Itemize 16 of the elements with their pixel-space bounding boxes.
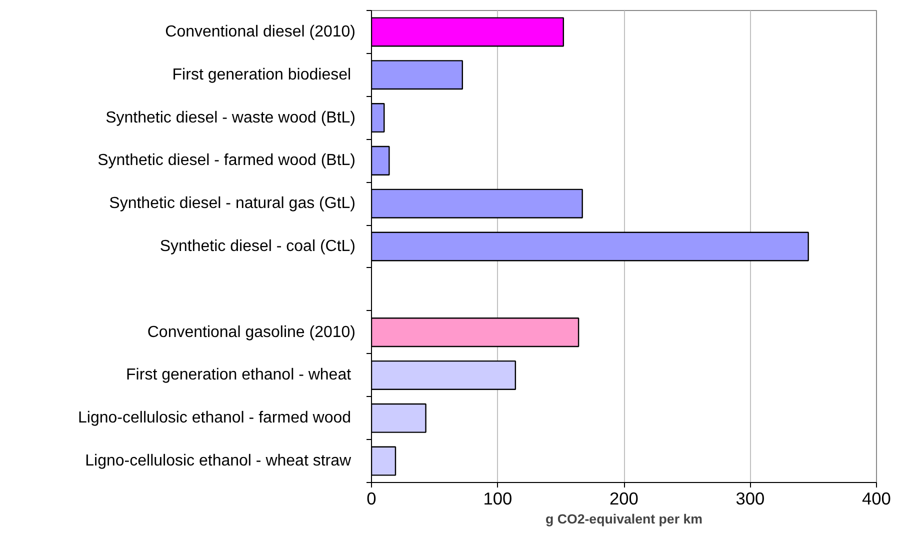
x-tick-label: 100 <box>483 488 512 508</box>
y-tick-label: Ligno-cellulosic ethanol - wheat straw <box>85 452 352 470</box>
x-tick-label: 400 <box>862 488 891 508</box>
y-tick-label: Synthetic diesel - natural gas (GtL) <box>109 195 356 212</box>
y-tick-label: First generation biodiesel <box>172 66 352 84</box>
x-axis-title: g CO2-equivalent per km <box>545 512 703 526</box>
y-tick-label: Synthetic diesel - coal (CtL) <box>160 238 356 255</box>
y-tick-label: Conventional diesel (2010) <box>165 23 356 40</box>
y-tick-label: Ligno-cellulosic ethanol - farmed wood <box>78 410 352 427</box>
y-tick-label: Synthetic diesel - waste wood (BtL) <box>106 109 356 126</box>
x-tick-label: 200 <box>610 488 638 508</box>
x-tick-label: 0 <box>366 488 376 508</box>
y-tick-label: First generation ethanol - wheat <box>126 366 352 384</box>
y-tick-label: Synthetic diesel - farmed wood (BtL) <box>98 152 356 170</box>
x-tick-label: 300 <box>736 488 765 508</box>
y-tick-label: Conventional gasoline (2010) <box>147 324 356 341</box>
